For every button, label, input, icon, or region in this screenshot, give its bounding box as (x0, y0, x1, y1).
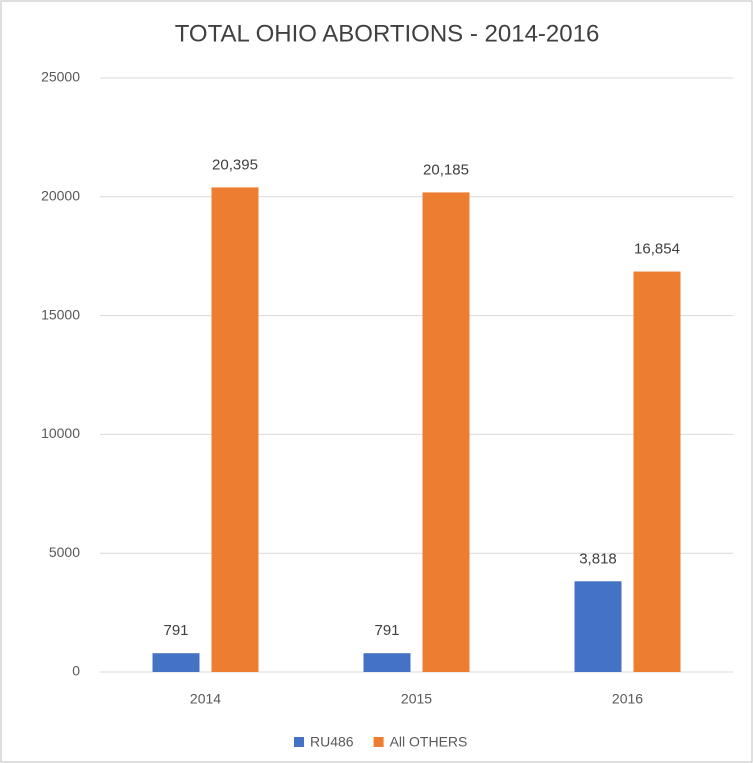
legend-swatch (373, 737, 384, 747)
chart-title: TOTAL OHIO ABORTIONS - 2014-2016 (175, 20, 600, 47)
value-label: 20,395 (212, 156, 258, 173)
y-tick-label: 0 (72, 663, 80, 679)
legend-swatch (294, 737, 304, 747)
y-tick-label: 25000 (41, 69, 80, 85)
y-tick-label: 5000 (49, 544, 80, 560)
bar (633, 271, 681, 672)
y-tick-label: 20000 (41, 188, 80, 204)
x-tick-label: 2014 (190, 691, 221, 707)
x-tick-label: 2015 (401, 691, 432, 707)
bar (363, 653, 411, 672)
value-label: 791 (163, 622, 188, 639)
y-tick-label: 10000 (41, 425, 80, 441)
y-tick-label: 15000 (41, 306, 80, 322)
value-label: 3,818 (579, 550, 617, 567)
value-label: 20,185 (423, 161, 469, 178)
legend-label: All OTHERS (390, 734, 468, 750)
x-tick-label: 2016 (612, 691, 643, 707)
value-label: 791 (374, 622, 399, 639)
bar (574, 581, 622, 672)
bar (211, 187, 259, 672)
bar (152, 653, 200, 672)
value-label: 16,854 (634, 241, 680, 258)
bar (422, 192, 470, 672)
legend-label: RU486 (310, 734, 354, 750)
